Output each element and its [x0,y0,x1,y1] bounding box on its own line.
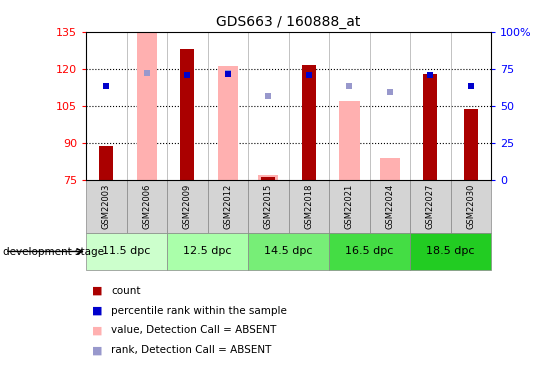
Bar [423,74,437,180]
Text: value, Detection Call = ABSENT: value, Detection Call = ABSENT [111,326,276,335]
Text: 18.5 dpc: 18.5 dpc [426,246,475,256]
Bar [218,66,238,180]
Text: 16.5 dpc: 16.5 dpc [345,246,394,256]
Bar [167,233,248,270]
Text: GSM22009: GSM22009 [183,184,192,229]
Bar [370,180,410,233]
Text: GSM22018: GSM22018 [304,184,314,229]
Text: percentile rank within the sample: percentile rank within the sample [111,306,287,315]
Text: development stage: development stage [3,248,104,257]
Bar [258,175,279,180]
Text: GSM22021: GSM22021 [345,184,354,229]
Text: 12.5 dpc: 12.5 dpc [183,246,232,256]
Text: GSM22030: GSM22030 [466,184,476,229]
Text: ■: ■ [92,286,102,296]
Bar [208,180,248,233]
Title: GDS663 / 160888_at: GDS663 / 160888_at [216,15,361,30]
Text: GSM22006: GSM22006 [142,184,152,229]
Text: GSM22024: GSM22024 [385,184,395,229]
Text: GSM22003: GSM22003 [102,184,111,229]
Bar [410,233,491,270]
Bar [127,180,167,233]
Bar [289,180,329,233]
Bar [261,177,275,180]
Bar [99,146,113,180]
Bar [248,233,329,270]
Text: 14.5 dpc: 14.5 dpc [264,246,313,256]
Bar [329,180,370,233]
Bar [248,180,289,233]
Bar [86,233,167,270]
Bar [380,158,400,180]
Bar [167,180,208,233]
Bar [451,180,491,233]
Text: count: count [111,286,140,296]
Text: 11.5 dpc: 11.5 dpc [102,246,151,256]
Bar [86,180,127,233]
Text: GSM22027: GSM22027 [426,184,435,229]
Bar [329,233,410,270]
Bar [339,101,360,180]
Bar [180,49,194,180]
Bar [302,65,316,180]
Text: rank, Detection Call = ABSENT: rank, Detection Call = ABSENT [111,345,271,355]
Bar [137,33,157,180]
Bar [410,180,451,233]
Text: ■: ■ [92,326,102,335]
Text: GSM22015: GSM22015 [264,184,273,229]
Text: ■: ■ [92,306,102,315]
Text: ■: ■ [92,345,102,355]
Bar [464,108,478,180]
Text: GSM22012: GSM22012 [223,184,233,229]
